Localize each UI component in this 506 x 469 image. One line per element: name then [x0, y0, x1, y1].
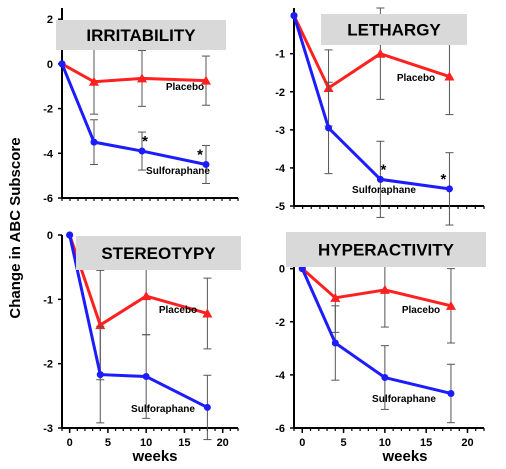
chart-title: IRRITABILITY: [86, 26, 196, 45]
y-tick-label: 2: [47, 14, 53, 26]
y-tick-label: -1: [43, 294, 53, 306]
data-point: [142, 373, 150, 381]
series-line: [300, 268, 452, 395]
chart-title-box: [76, 236, 241, 270]
data-point: [66, 231, 74, 239]
series-line: [68, 234, 208, 328]
y-tick-label: -2: [43, 359, 53, 371]
data-point: [331, 339, 339, 347]
x-tick-label: 5: [105, 437, 111, 449]
y-tick-label: -3: [275, 125, 285, 137]
data-point: [89, 76, 99, 86]
data-point: [141, 291, 152, 301]
y-tick-label: 0: [47, 230, 53, 242]
data-point: [201, 75, 211, 85]
data-point: [325, 124, 333, 132]
data-point: [58, 60, 66, 68]
y-tick-label: -4: [275, 370, 286, 382]
x-tick-label: 5: [341, 437, 347, 449]
series-line: [301, 267, 452, 308]
data-point: [290, 12, 298, 20]
data-point: [381, 374, 389, 382]
chart-title-box: [56, 20, 226, 50]
chart-title: HYPERACTIVITY: [318, 241, 455, 260]
data-point: [90, 138, 98, 146]
data-point: [138, 147, 146, 155]
y-tick-label: -2: [43, 104, 53, 116]
series-line: [68, 234, 209, 409]
panel-stereotypy: 0 -1 -2 -3 0 5 10 15 20 Placebo Sulforaphane STEREO…: [43, 230, 241, 449]
y-tick-label: -2: [275, 317, 285, 329]
series-label: Sulforaphane: [372, 394, 436, 405]
y-tick-label: 0: [47, 59, 53, 71]
panels: 20-2-4-6PlaceboSulforaphane**IRRITABILIT…: [43, 7, 486, 449]
x-axis-title-left: weeks: [131, 448, 177, 465]
series-label: Placebo: [159, 305, 197, 316]
series-placebo: Placebo: [298, 252, 456, 344]
significance-star: *: [441, 171, 447, 188]
series-label: Placebo: [166, 82, 204, 93]
series-line: [292, 14, 450, 91]
data-point: [202, 308, 213, 318]
data-point: [202, 160, 210, 168]
y-axis-title: Change in ABC Subscore: [7, 137, 24, 318]
data-point: [376, 175, 384, 183]
y-tick-label: -2: [275, 87, 285, 99]
data-point: [96, 371, 104, 379]
data-point: [447, 389, 455, 397]
series-label: Placebo: [397, 73, 435, 84]
y-tick-label: -6: [43, 193, 53, 205]
y-tick-label: -3: [43, 423, 53, 435]
series-line: [61, 62, 207, 84]
data-point: [444, 71, 455, 81]
series-sulforaphane: Sulforaphane: [66, 231, 212, 441]
x-tick-label: 15: [178, 437, 190, 449]
significance-star: *: [380, 161, 386, 178]
y-tick-label: -4: [43, 148, 54, 160]
panel-hyperactivity: 0 -2 -4 -6 0 5 10 15 20 Placebo Sulforaphane HYPERA…: [275, 232, 486, 449]
x-tick-label: 0: [67, 437, 73, 449]
series-label: Placebo: [402, 305, 440, 316]
x-tick-label: 0: [299, 437, 305, 449]
panel-irritability: 2 0 -2 -4 -6 Placebo Sulforaphane * * IRRITABILIT…: [43, 8, 239, 205]
x-axis-title-right: weeks: [381, 448, 427, 465]
chart-title-box: [286, 232, 486, 267]
chart-title: STEREOTYPY: [101, 244, 216, 263]
series-sulforaphane: Sulforaphane: [58, 60, 210, 184]
chart-title: LETHARGY: [347, 21, 441, 40]
significance-star: *: [197, 146, 203, 163]
data-point: [445, 300, 456, 310]
data-point: [137, 73, 147, 83]
series-line: [292, 15, 450, 191]
x-tick-label: 10: [140, 437, 152, 449]
y-tick-label: 0: [279, 264, 285, 276]
data-point: [330, 292, 341, 302]
series-sulforaphane: Sulforaphane: [290, 12, 454, 226]
data-point: [375, 48, 386, 58]
significance-star: *: [142, 133, 148, 150]
series-line: [60, 63, 207, 166]
y-tick-label: -4: [275, 163, 286, 175]
series-sulforaphane: Sulforaphane: [298, 265, 455, 424]
x-tick-label: 10: [379, 437, 391, 449]
x-tick-label: 20: [217, 437, 229, 449]
panel-lethargy: -1 -2 -3 -4 -5 Placebo Sulforaphane * * LETHARGY: [275, 7, 485, 226]
data-point: [445, 185, 453, 193]
series-label: Sulforaphane: [146, 166, 210, 177]
series-label: Sulforaphane: [352, 185, 416, 196]
y-tick-label: -5: [275, 201, 285, 213]
chart-title-box: [321, 14, 467, 45]
y-tick-label: -6: [275, 423, 285, 435]
series-label: Sulforaphane: [131, 404, 195, 415]
y-tick-label: -1: [275, 49, 285, 61]
data-point: [379, 284, 390, 294]
series-placebo: Placebo: [58, 48, 211, 115]
x-tick-label: 20: [461, 437, 473, 449]
x-tick-label: 15: [420, 437, 432, 449]
data-point: [203, 403, 211, 411]
